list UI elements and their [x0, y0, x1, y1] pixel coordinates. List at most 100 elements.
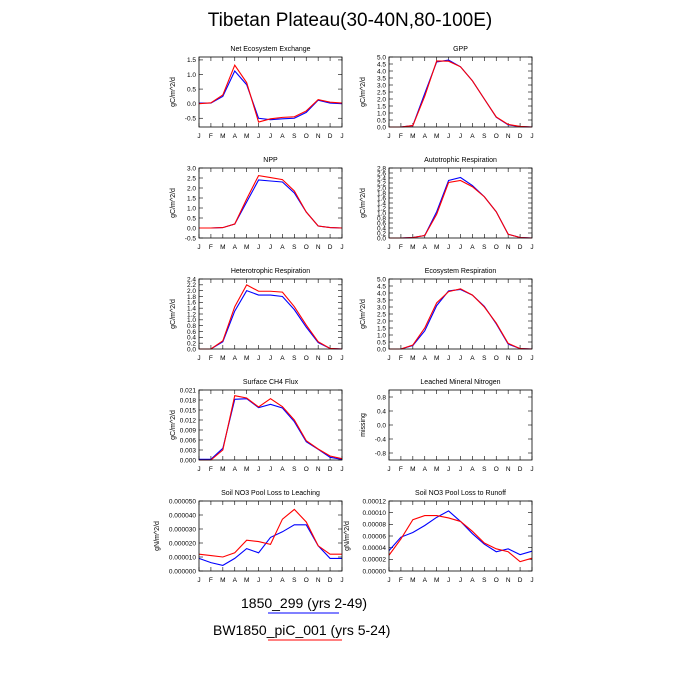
x-tick-label: M [244, 133, 249, 140]
y-tick-label: 1.2 [377, 205, 386, 212]
x-tick-label: M [220, 466, 225, 473]
y-tick-label: 2.8 [377, 165, 386, 172]
x-tick-label: A [470, 577, 475, 584]
x-tick-label: N [506, 577, 511, 584]
x-tick-label: N [506, 466, 511, 473]
y-tick-label: 3.0 [377, 82, 386, 89]
y-tick-label: 0.8 [187, 323, 196, 330]
y-tick-label: 2.0 [377, 96, 386, 103]
y-tick-label: 3.5 [377, 297, 386, 304]
chart-panel-7: Surface CH4 Flux gC/m^2/d 0.000 0.003 0.006 0… [170, 379, 344, 473]
x-tick-label: S [482, 244, 487, 251]
x-tick-label: O [494, 355, 499, 362]
x-tick-label: S [482, 466, 487, 473]
y-tick-label: 2.4 [187, 276, 196, 283]
x-tick-label: A [233, 577, 238, 584]
y-tick-label: 1.0 [187, 205, 196, 212]
x-tick-label: J [530, 244, 533, 251]
panel-title: NPP [263, 157, 278, 164]
y-tick-label: 2.6 [377, 170, 386, 177]
x-tick-label: J [197, 466, 200, 473]
x-tick-label: S [292, 244, 297, 251]
x-tick-label: J [197, 244, 200, 251]
x-tick-label: J [269, 577, 272, 584]
plot-frame [388, 56, 533, 128]
x-tick-label: N [506, 133, 511, 140]
y-tick-label: 0.0 [187, 101, 196, 108]
x-tick-label: J [340, 355, 343, 362]
y-tick-label: 2.0 [377, 318, 386, 325]
x-tick-label: M [244, 466, 249, 473]
y-tick-label: 0.6 [377, 220, 386, 227]
y-axis-label: gC/m^2/d [360, 299, 367, 329]
plot-frame [198, 167, 343, 239]
x-tick-label: A [470, 133, 475, 140]
y-tick-label: 0.8 [377, 215, 386, 222]
x-tick-label: N [316, 355, 321, 362]
series-line-1 [389, 176, 533, 239]
y-tick-label: 0.021 [180, 387, 197, 394]
y-axis-label: gC/m^2/d [360, 188, 367, 218]
y-tick-label: 0.6 [187, 329, 196, 336]
y-tick-label: -0.8 [375, 450, 387, 457]
y-tick-label: 0.018 [180, 397, 197, 404]
plot-frame [388, 167, 533, 239]
x-tick-label: A [470, 244, 475, 251]
x-tick-label: J [459, 244, 462, 251]
y-tick-label: 0.00012 [363, 498, 387, 505]
y-tick-label: 0.2 [187, 340, 196, 347]
y-tick-label: 0.00006 [363, 533, 387, 540]
x-tick-label: J [257, 244, 260, 251]
x-tick-label: F [209, 577, 213, 584]
x-tick-label: J [459, 466, 462, 473]
y-tick-label: 0.015 [180, 407, 197, 414]
y-tick-label: 0.4 [377, 408, 386, 415]
y-tick-label: 2.2 [377, 180, 386, 187]
x-tick-label: M [244, 244, 249, 251]
x-tick-label: J [257, 466, 260, 473]
x-tick-label: J [197, 133, 200, 140]
x-tick-label: S [292, 466, 297, 473]
x-tick-label: O [304, 466, 309, 473]
y-tick-label: 1.4 [377, 200, 386, 207]
x-tick-label: N [506, 244, 511, 251]
x-tick-label: S [482, 355, 487, 362]
x-tick-label: M [220, 355, 225, 362]
y-axis-label: gN/m^2/d [154, 521, 161, 551]
y-tick-label: 0.0 [187, 225, 196, 232]
x-tick-label: O [304, 244, 309, 251]
x-tick-label: F [399, 244, 403, 251]
plot-frame [388, 278, 533, 350]
x-tick-label: M [410, 355, 415, 362]
panel-title: Leached Mineral Nitrogen [420, 379, 500, 386]
y-tick-label: 1.2 [187, 311, 196, 318]
y-tick-label: 3.0 [377, 304, 386, 311]
series-line-2 [388, 515, 533, 563]
x-tick-label: A [280, 577, 285, 584]
y-tick-label: 2.5 [187, 175, 196, 182]
x-tick-label: O [304, 577, 309, 584]
y-tick-label: 0.5 [377, 339, 386, 346]
y-tick-label: 0.00002 [363, 557, 387, 564]
y-tick-label: 2.0 [187, 185, 196, 192]
y-tick-label: 2.2 [187, 282, 196, 289]
x-tick-label: J [459, 355, 462, 362]
y-tick-label: 0.00000 [363, 568, 387, 575]
x-tick-label: A [423, 577, 428, 584]
y-tick-label: 3.5 [377, 75, 386, 82]
x-tick-label: F [209, 355, 213, 362]
panel-title: Net Ecosystem Exchange [230, 46, 310, 53]
x-tick-label: J [269, 466, 272, 473]
y-tick-label: 4.5 [377, 61, 386, 68]
x-tick-label: O [304, 133, 309, 140]
x-tick-label: S [482, 133, 487, 140]
x-tick-label: S [482, 577, 487, 584]
plot-frame [388, 389, 533, 461]
x-tick-label: S [292, 577, 297, 584]
legend-label-series-1: 1850_299 (yrs 2-49) [241, 595, 368, 611]
x-tick-label: A [423, 466, 428, 473]
y-tick-label: 0.00008 [363, 522, 387, 529]
x-tick-label: N [316, 133, 321, 140]
x-tick-label: M [434, 133, 439, 140]
